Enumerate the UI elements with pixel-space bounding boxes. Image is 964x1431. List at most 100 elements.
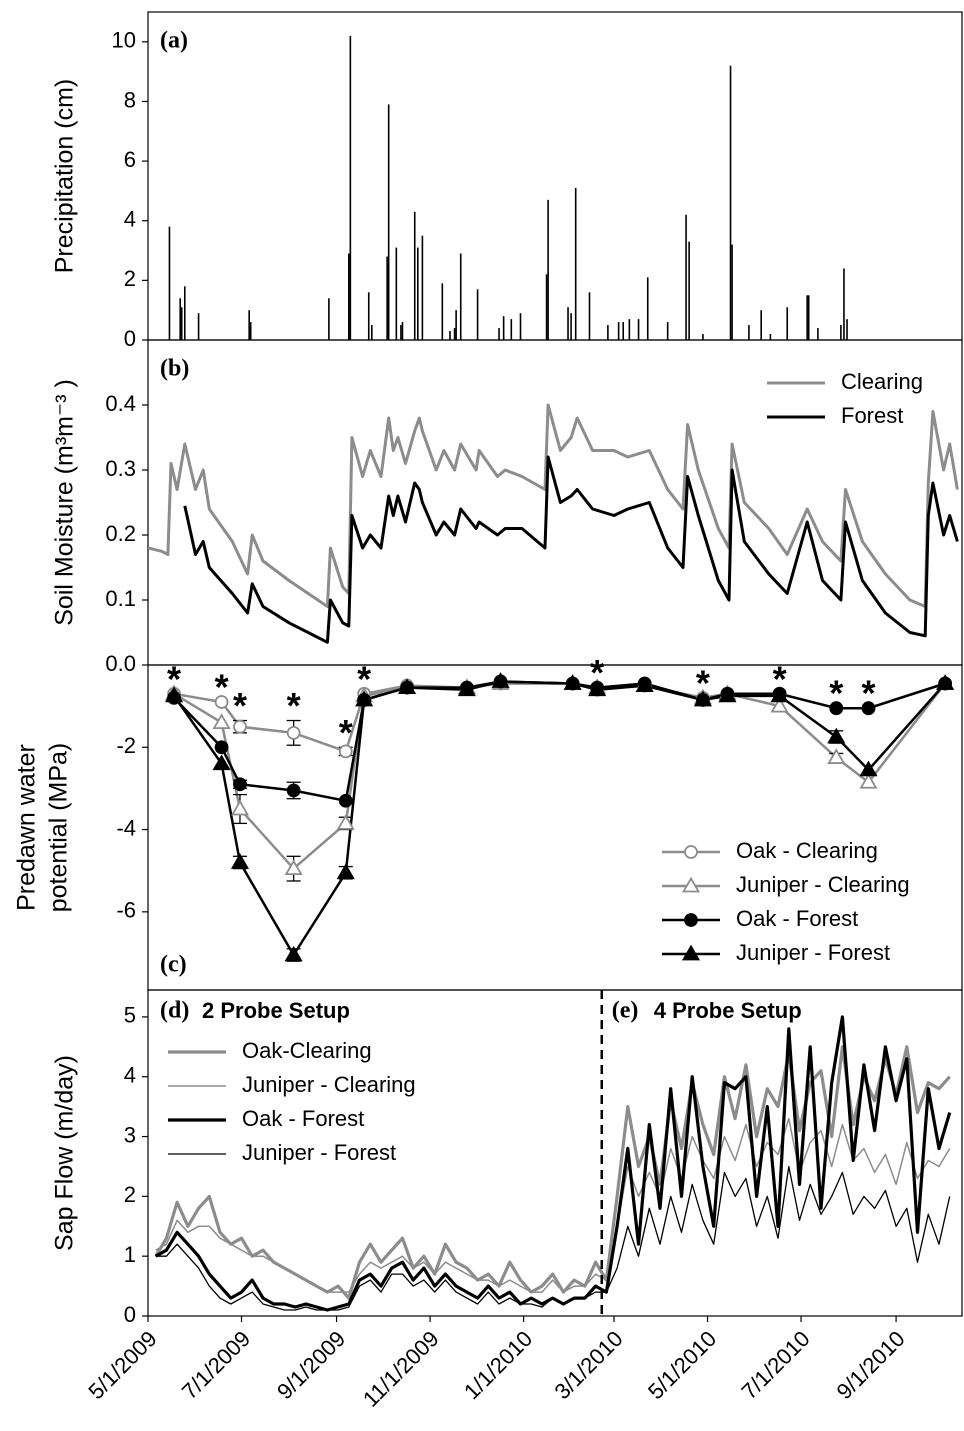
bar	[349, 35, 352, 340]
plot-area	[154, 1015, 952, 1312]
bar	[567, 307, 569, 340]
x-tick-label: 9/1/2010	[831, 1326, 909, 1404]
bar	[367, 292, 370, 340]
panel-label: (c)	[160, 952, 187, 978]
y-axis-label: Soil Moisture (m³m⁻³ )	[51, 379, 79, 626]
bar	[786, 307, 789, 340]
legend-marker	[681, 944, 701, 961]
bar	[637, 319, 640, 340]
panel-label: (b)	[160, 356, 189, 382]
setup-label: 2 Probe Setup	[202, 998, 350, 1023]
legend-label: Clearing	[841, 369, 923, 394]
marker	[214, 695, 229, 709]
y-tick-label: 6	[124, 147, 136, 172]
bar	[180, 307, 183, 340]
bar	[846, 319, 848, 340]
bar	[183, 286, 186, 340]
significance-mark: *	[215, 667, 229, 708]
bar	[617, 322, 620, 340]
marker	[770, 686, 789, 703]
panel-frame	[147, 989, 963, 1317]
bar	[453, 328, 456, 340]
bar	[413, 211, 416, 340]
y-axis-label: Predawn water	[13, 744, 41, 911]
marker	[338, 793, 353, 808]
bar	[502, 316, 505, 340]
bar	[168, 226, 171, 340]
bar	[729, 65, 732, 340]
bar	[547, 199, 549, 340]
bar	[806, 295, 808, 340]
marker	[936, 674, 955, 690]
bar	[731, 244, 733, 340]
panel-frame	[147, 339, 963, 666]
series-line	[148, 403, 959, 608]
bar	[702, 334, 704, 340]
panel-frame	[147, 11, 963, 341]
plot-area	[148, 403, 959, 644]
bar	[570, 313, 572, 340]
legend-label: Oak - Forest	[242, 1106, 364, 1131]
bar	[622, 322, 625, 340]
bar	[666, 322, 669, 340]
marker	[693, 690, 712, 707]
bar	[400, 325, 402, 340]
marker	[355, 690, 374, 707]
y-tick-label: 0.0	[105, 651, 136, 676]
marker	[233, 777, 247, 792]
significance-mark: *	[696, 662, 710, 703]
significance-mark: *	[861, 673, 875, 714]
legend-label: Juniper - Forest	[242, 1140, 396, 1165]
legend-label: Forest	[841, 403, 903, 428]
bar	[449, 331, 451, 340]
bar	[588, 292, 591, 340]
y-axis-label: Sap Flow (m/day)	[51, 1055, 79, 1251]
marker	[336, 863, 355, 880]
panel-label: (d)	[160, 998, 189, 1024]
series-line	[183, 455, 959, 644]
bar	[371, 325, 373, 340]
significance-mark: *	[167, 658, 181, 699]
y-tick-label: 1	[124, 1242, 136, 1267]
significance-mark: *	[357, 658, 371, 699]
marker	[635, 676, 654, 692]
marker	[336, 814, 355, 830]
y-tick-label: 0	[124, 1302, 136, 1327]
legend-label: Oak - Clearing	[736, 838, 878, 863]
significance-mark: *	[773, 658, 787, 699]
bar	[417, 247, 419, 340]
legend-label: Juniper - Clearing	[242, 1072, 416, 1097]
marker	[859, 760, 878, 777]
y-tick-label: 4	[124, 207, 136, 232]
setup-label: 4 Probe Setup	[654, 998, 802, 1023]
marker	[770, 696, 789, 713]
bar	[519, 313, 522, 340]
y-axis-label: potential (MPa)	[45, 743, 73, 913]
y-tick-label: 0.1	[105, 586, 136, 611]
panel-label: (a)	[160, 28, 188, 54]
bar	[748, 325, 750, 340]
y-tick-label: 10	[112, 28, 136, 53]
marker	[827, 727, 846, 744]
marker	[861, 701, 876, 716]
x-tick-label: 7/1/2009	[177, 1326, 255, 1404]
y-tick-label: -4	[116, 815, 136, 840]
legend-marker	[684, 845, 698, 859]
bar	[498, 328, 500, 340]
bar	[459, 253, 462, 340]
significance-mark: *	[287, 685, 301, 726]
x-tick-label: 11/1/2009	[358, 1326, 444, 1412]
marker	[286, 783, 301, 798]
bar	[328, 298, 330, 340]
marker	[212, 754, 231, 771]
significance-mark: *	[233, 685, 247, 726]
legend-label: Juniper - Clearing	[736, 872, 910, 897]
bar	[395, 247, 398, 340]
marker	[230, 799, 250, 816]
marker	[718, 686, 737, 703]
marker	[827, 748, 846, 764]
marker	[212, 713, 231, 729]
bar	[476, 289, 479, 340]
bar	[510, 319, 513, 340]
marker	[829, 701, 844, 716]
